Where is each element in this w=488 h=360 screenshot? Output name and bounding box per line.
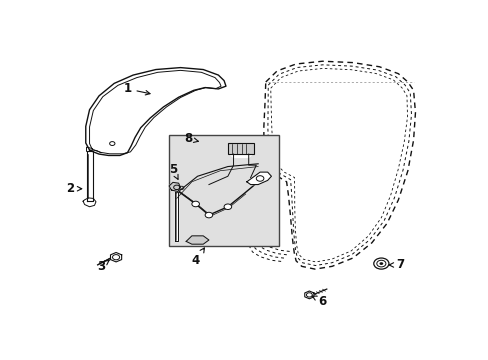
Text: 8: 8 [183,132,198,145]
Polygon shape [110,252,122,262]
Polygon shape [229,151,252,157]
Text: 4: 4 [191,248,204,267]
Circle shape [379,262,383,265]
Polygon shape [304,291,313,299]
Polygon shape [186,236,208,244]
Text: 7: 7 [388,258,404,271]
Circle shape [373,258,388,269]
Text: 1: 1 [123,82,150,95]
Circle shape [224,204,231,210]
Bar [227,143,254,154]
Polygon shape [175,189,178,242]
Text: 3: 3 [97,260,110,273]
Text: 5: 5 [168,163,178,179]
Circle shape [191,201,199,207]
Polygon shape [246,172,271,185]
Text: 6: 6 [312,295,326,308]
Polygon shape [169,183,180,192]
Text: 2: 2 [66,182,81,195]
Circle shape [205,212,212,218]
Bar [169,135,279,246]
